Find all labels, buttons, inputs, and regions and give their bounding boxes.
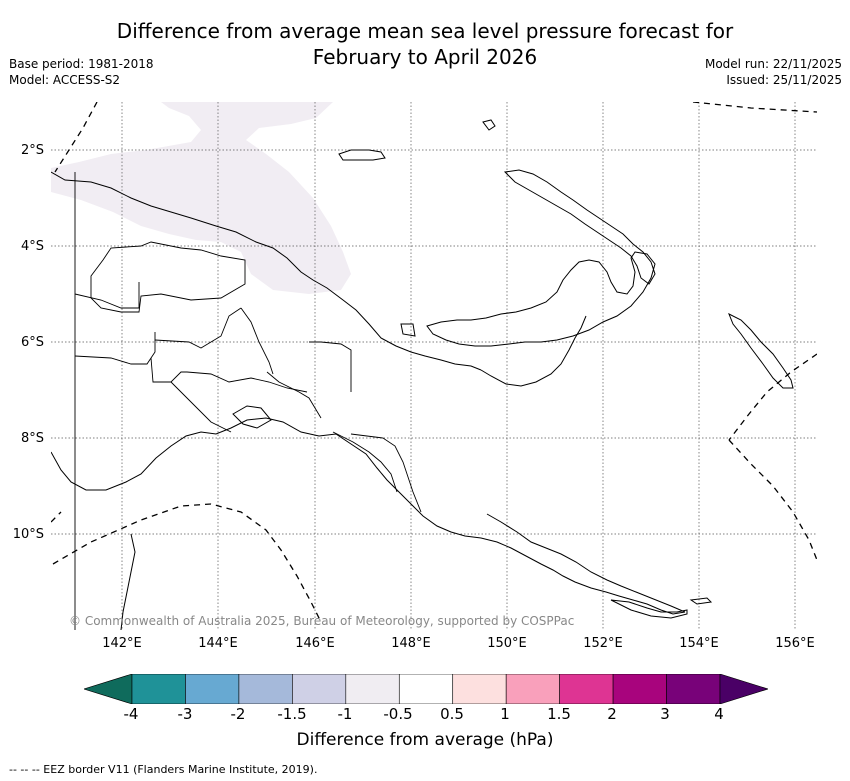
model-name: Model: ACCESS-S2 [9, 73, 121, 87]
map-panel [51, 102, 817, 630]
lat-label-6s: 6°S [20, 335, 44, 350]
title-line-2: February to April 2026 [312, 45, 538, 69]
colorbar [84, 674, 768, 704]
colorbar-tick: -0.5 [383, 705, 413, 723]
colorbar-tick: 2 [607, 705, 617, 723]
lat-label-4s: 4°S [20, 239, 44, 254]
eez-footnote: -- -- -- EEZ border V11 (Flanders Marine… [9, 763, 318, 776]
anomaly-shading [51, 102, 351, 294]
graticule [51, 102, 817, 630]
lon-label-150e: 150°E [487, 636, 527, 651]
model-run: Model run: 22/11/2025 [704, 57, 842, 71]
lon-label-142e: 142°E [102, 636, 142, 651]
lat-label-8s: 8°S [20, 431, 44, 446]
colorbar-segment [292, 674, 347, 704]
colorbar-segment [185, 674, 240, 704]
title-line-1: Difference from average mean sea level p… [116, 19, 734, 43]
map-title: Difference from average mean sea level p… [0, 18, 850, 70]
coastline [51, 119, 794, 630]
colorbar-tick: 0.5 [440, 705, 464, 723]
lon-label-146e: 146°E [295, 636, 335, 651]
colorbar-segment [131, 674, 186, 704]
lon-label-144e: 144°E [198, 636, 238, 651]
colorbar-tick: 1 [500, 705, 510, 723]
colorbar-tick: -1 [337, 705, 353, 723]
colorbar-segment [238, 674, 293, 704]
colorbar-segment [559, 674, 614, 704]
colorbar-segment [505, 674, 560, 704]
meta-left: Base period: 1981-2018 Model: ACCESS-S2 [9, 56, 154, 88]
issued-date: Issued: 25/11/2025 [726, 73, 842, 87]
colorbar-segment [345, 674, 400, 704]
lon-label-148e: 148°E [391, 636, 431, 651]
lat-label-10s: 10°S [12, 527, 44, 542]
meta-right: Model run: 22/11/2025 Issued: 25/11/2025 [705, 56, 842, 88]
colorbar-tick: 3 [660, 705, 670, 723]
lon-label-154e: 154°E [679, 636, 719, 651]
colorbar-segment [398, 674, 454, 704]
colorbar-tick: -4 [123, 705, 139, 723]
base-period: Base period: 1981-2018 [9, 57, 154, 71]
lat-label-2s: 2°S [20, 143, 44, 158]
colorbar-extend-high [719, 674, 768, 704]
lon-label-152e: 152°E [583, 636, 623, 651]
colorbar-tick: -3 [177, 705, 193, 723]
colorbar-tick: -2 [230, 705, 246, 723]
eez-border [51, 102, 817, 623]
lon-label-156e: 156°E [775, 636, 815, 651]
colorbar-tick: 1.5 [547, 705, 571, 723]
colorbar-extend-low [84, 674, 133, 704]
colorbar-label: Difference from average (hPa) [296, 730, 554, 750]
colorbar-segment [452, 674, 507, 704]
colorbar-segment [612, 674, 667, 704]
colorbar-tick: -1.5 [277, 705, 307, 723]
colorbar-segment [666, 674, 721, 704]
colorbar-tick: 4 [714, 705, 724, 723]
admin-borders [74, 172, 422, 630]
copyright-notice: © Commonwealth of Australia 2025, Bureau… [69, 614, 575, 628]
